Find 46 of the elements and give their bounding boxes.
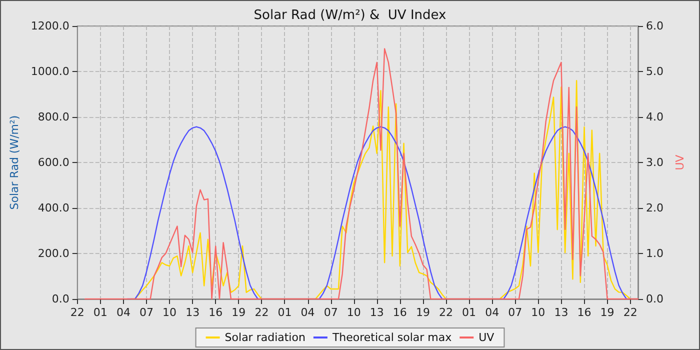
- x-tick-label: 04: [116, 306, 130, 319]
- x-tick-label: 22: [70, 306, 84, 319]
- x-tick-label: 16: [208, 306, 223, 319]
- x-tick-label: 10: [162, 306, 177, 319]
- y2-tick-label: 6.0: [646, 20, 664, 32]
- x-tick-label: 22: [254, 306, 269, 319]
- x-tick-label: 22: [439, 306, 454, 319]
- x-tick-label: 01: [93, 306, 108, 319]
- y2-tick-label: 2.0: [646, 202, 664, 214]
- x-tick-label: 13: [554, 306, 568, 319]
- y2-tick-label: 5.0: [646, 65, 664, 78]
- y-tick-label: 400.0: [38, 202, 70, 214]
- x-tick-label: 19: [232, 306, 246, 319]
- y2-tick-label: 3.0: [646, 156, 664, 169]
- legend-label: Theoretical solar max: [331, 331, 452, 344]
- x-tick-label: 16: [577, 306, 592, 319]
- x-tick-label: 16: [392, 306, 407, 319]
- x-tick-label: 07: [140, 306, 154, 319]
- x-tick-label: 01: [462, 306, 476, 319]
- y-tick-label: 800.0: [38, 110, 70, 124]
- x-tick-label: 07: [324, 306, 338, 319]
- y-tick-label: 0.0: [52, 292, 70, 306]
- y-tick-label: 200.0: [38, 247, 70, 260]
- x-tick-label: 19: [600, 306, 614, 319]
- x-tick-label: 22: [623, 306, 638, 319]
- y2-tick-label: 0.0: [646, 292, 664, 306]
- y-axis-title: Solar Rad (W/m²): [8, 115, 21, 210]
- x-tick-label: 10: [346, 306, 361, 319]
- x-tick-label: 01: [278, 306, 292, 319]
- x-tick-label: 13: [370, 306, 384, 319]
- x-tick-label: 13: [186, 306, 200, 319]
- line-series: [84, 48, 639, 300]
- legend-label: UV: [478, 331, 495, 344]
- y2-tick-label: 1.0: [646, 247, 664, 260]
- x-tick-label: 10: [531, 306, 546, 319]
- y2-axis-title: UV: [673, 154, 686, 170]
- x-tick-label: 04: [485, 306, 500, 319]
- y-tick-label: 600.0: [38, 156, 70, 169]
- x-tick-label: 07: [508, 306, 522, 319]
- x-tick-label: 04: [300, 306, 315, 319]
- y-tick-label: 1200.0: [30, 20, 70, 32]
- x-tick-label: 19: [416, 306, 430, 319]
- chart-title: Solar Rad (W/m²) & UV Index: [254, 8, 447, 23]
- y-tick-label: 1000.0: [30, 65, 70, 78]
- legend-label: Solar radiation: [224, 331, 306, 344]
- y2-tick-label: 4.0: [646, 110, 664, 124]
